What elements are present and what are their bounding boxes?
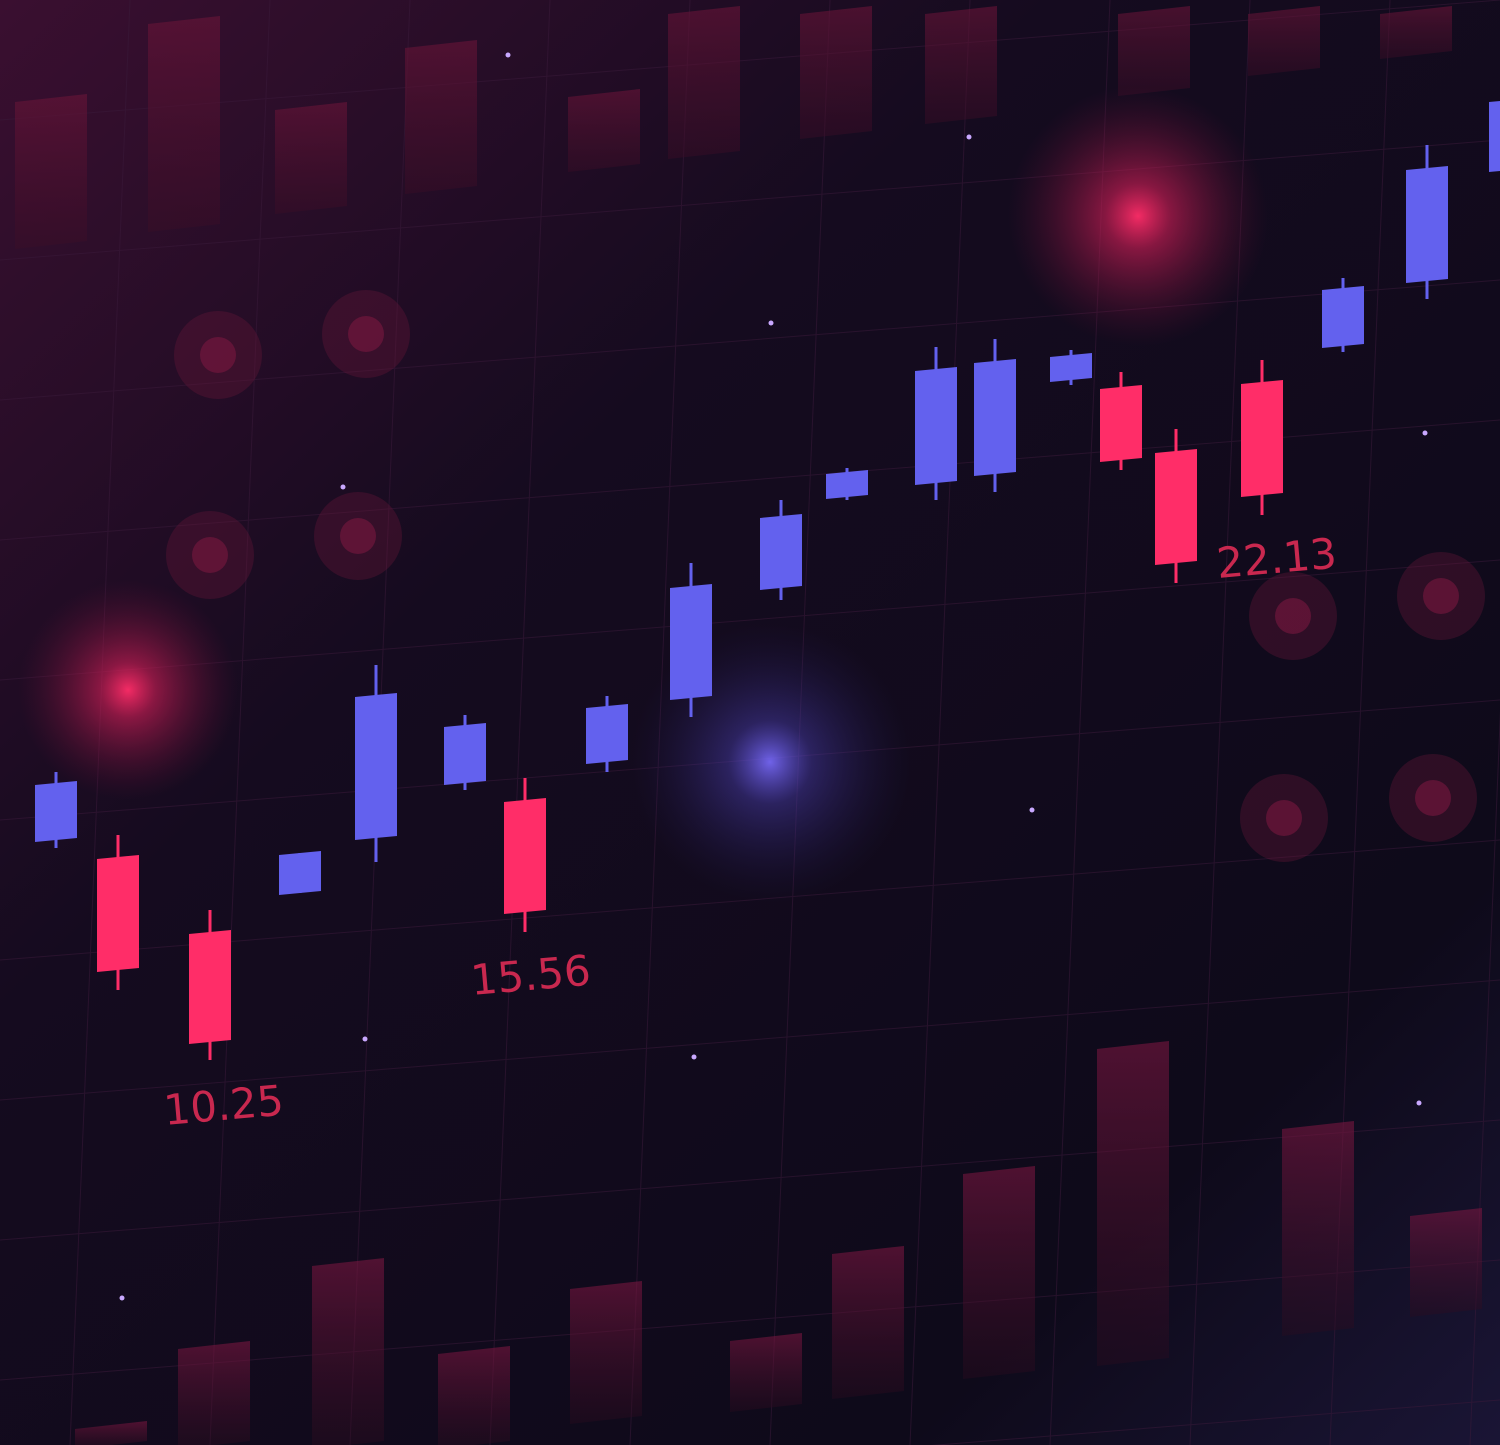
grid-line	[1469, 710, 1500, 1445]
candle-body	[915, 367, 957, 485]
rings	[166, 290, 1485, 862]
background-bar	[438, 1346, 510, 1445]
ring-center	[1423, 578, 1459, 614]
background-bar	[570, 1281, 642, 1424]
star	[1029, 807, 1035, 813]
grid-line	[0, 279, 1500, 401]
background-bar	[832, 1246, 904, 1399]
star	[691, 1054, 697, 1060]
background-bar	[148, 16, 220, 232]
candle-body	[1050, 353, 1092, 382]
background-bar	[963, 1166, 1035, 1379]
candle-body	[586, 704, 628, 764]
candle-body	[1489, 100, 1500, 172]
background-bar	[668, 6, 740, 159]
background-bar	[1097, 1041, 1169, 1366]
candle-body	[189, 930, 231, 1044]
candle-body	[1155, 449, 1197, 565]
grid-line	[209, 0, 271, 1445]
background-bar	[312, 1258, 384, 1445]
ring-center	[1415, 780, 1451, 816]
stars	[119, 52, 1428, 1301]
candle-body	[1406, 166, 1448, 283]
background-bar	[75, 1421, 147, 1445]
background-bar	[275, 102, 347, 214]
star	[1422, 430, 1428, 436]
price-label: 22.13	[1215, 529, 1339, 588]
background-bar	[1118, 6, 1190, 96]
background-bar	[178, 1341, 250, 1445]
candle-body	[444, 723, 486, 785]
grid-line	[931, 1399, 1500, 1445]
background-bar	[730, 1333, 802, 1412]
background-bars	[15, 6, 1482, 1445]
candle-body	[97, 855, 139, 972]
glow	[1008, 86, 1268, 346]
star	[505, 52, 511, 58]
grid-line	[909, 0, 971, 1445]
candle-body	[35, 781, 77, 842]
candle-body	[974, 359, 1016, 476]
background-bar	[405, 40, 477, 194]
candle-body	[1100, 385, 1142, 462]
ring-center	[1266, 800, 1302, 836]
background-bar	[568, 89, 640, 172]
background-bar	[925, 6, 997, 124]
background-bar	[1282, 1121, 1354, 1336]
star	[362, 1036, 368, 1042]
star	[1416, 1100, 1422, 1106]
price-label: 10.25	[162, 1076, 286, 1135]
background-bar	[15, 94, 87, 249]
star	[768, 320, 774, 326]
candlesticks	[35, 100, 1500, 1060]
background-bar	[800, 6, 872, 139]
candle-body	[760, 514, 802, 590]
ring-center	[348, 316, 384, 352]
grid-line	[489, 0, 551, 1445]
grid-line	[0, 1119, 1500, 1241]
grid-line	[0, 559, 1500, 681]
grid-line	[0, 979, 1500, 1101]
price-label: 15.56	[469, 946, 593, 1005]
candle-body	[1322, 286, 1364, 348]
background-bar	[1380, 6, 1452, 59]
candle-body	[504, 798, 546, 914]
star	[119, 1295, 125, 1301]
background-bar	[1248, 6, 1320, 76]
candle-body	[1241, 380, 1283, 497]
star	[340, 484, 346, 490]
ring-center	[200, 337, 236, 373]
candle-body	[826, 470, 868, 499]
glow	[18, 580, 238, 800]
ring-center	[1275, 598, 1311, 634]
star	[966, 134, 972, 140]
ring-center	[340, 518, 376, 554]
candle-body	[355, 693, 397, 840]
candle-body	[279, 851, 321, 895]
background-bar	[1410, 1208, 1482, 1317]
candle-body	[670, 584, 712, 700]
ring-center	[192, 537, 228, 573]
